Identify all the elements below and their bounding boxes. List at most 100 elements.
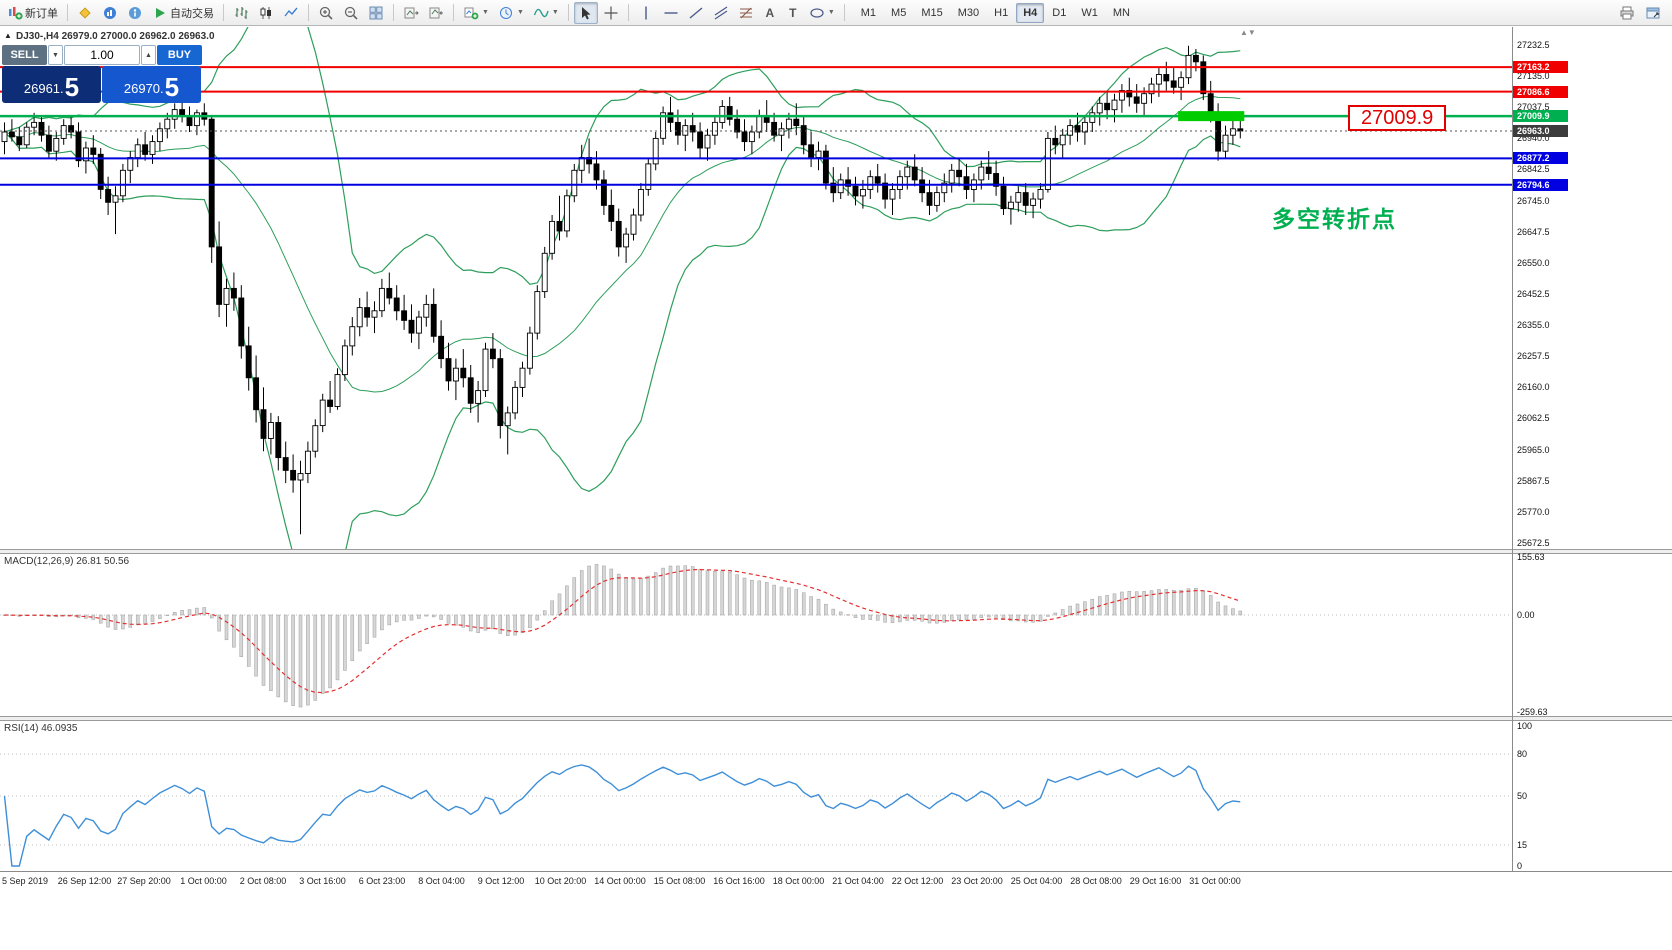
axis-label: 50 (1517, 791, 1528, 801)
time-axis-label: 9 Oct 12:00 (477, 876, 525, 886)
timeframe-m1[interactable]: M1 (860, 6, 877, 19)
crosshair-button[interactable] (599, 2, 623, 24)
new-chart-button[interactable]: ▼ (459, 2, 493, 24)
time-axis-label: 6 Oct 23:00 (358, 876, 406, 886)
timeframe-m5[interactable]: M5 (891, 6, 907, 19)
cursor-button[interactable] (573, 1, 598, 24)
pane-separator[interactable] (0, 716, 1672, 721)
volume-input[interactable] (64, 45, 140, 65)
tile-windows-icon (369, 6, 383, 19)
toolbar-separator (453, 4, 454, 21)
toolbar-separator (67, 4, 68, 21)
mql5-market-button[interactable] (73, 2, 97, 24)
profiles-clock-icon (499, 6, 512, 19)
label-tool-button[interactable]: T (782, 2, 804, 24)
time-axis-label: 31 Oct 00:00 (1189, 876, 1241, 886)
macd-pane[interactable] (0, 554, 1513, 716)
zoom-in-button[interactable] (314, 2, 338, 24)
news-icon (129, 6, 141, 19)
line-chart-button[interactable] (279, 2, 303, 24)
buy-price-fraction: 5 (164, 72, 180, 102)
buy-price: 26970. (123, 81, 164, 96)
toolbar-separator (843, 4, 845, 21)
print-button[interactable] (1615, 2, 1639, 24)
candlestick-chart-button[interactable] (254, 2, 278, 24)
axis-label: 25867.5 (1517, 475, 1550, 486)
caret-down-icon: ▼ (551, 9, 559, 16)
text-tool-button[interactable]: A (759, 2, 781, 24)
chart-shift-button[interactable] (399, 2, 423, 24)
trendline-tool-button[interactable] (684, 2, 708, 24)
time-axis-label: 23 Oct 20:00 (951, 876, 1003, 886)
volume-decrease-button[interactable]: ▼ (48, 45, 63, 65)
axis-label: 26940.0 (1517, 133, 1550, 144)
chart-shift-marker-icon: ▲▼ (1240, 28, 1256, 37)
timeframe-h1[interactable]: H1 (994, 6, 1009, 19)
rsi-pane[interactable] (0, 721, 1513, 871)
volume-increase-button[interactable]: ▲ (141, 45, 156, 65)
timeframe-d1[interactable]: D1 (1052, 6, 1067, 19)
sell-button[interactable]: SELL (2, 45, 47, 65)
timeframe-m15[interactable]: M15 (921, 6, 943, 19)
symbol-info: DJ30-,H4 26979.0 27000.0 26962.0 26963.0 (16, 31, 215, 42)
time-axis-label: 21 Oct 04:00 (832, 876, 884, 886)
timeframe-h4[interactable]: H4 (1016, 2, 1045, 23)
price-axis-tag: 27086.6 (1513, 85, 1568, 98)
mql5-diamond-icon (79, 6, 91, 19)
axis-label: 27037.5 (1517, 102, 1550, 113)
candlestick-icon (260, 6, 271, 19)
timeframe-m30[interactable]: M30 (957, 6, 980, 19)
fibonacci-tool-button[interactable] (734, 2, 758, 24)
axis-label: 0.00 (1517, 610, 1535, 620)
horizontal-line-tool-button[interactable] (659, 2, 683, 24)
caret-down-icon: ▼ (516, 9, 524, 16)
open-window-button[interactable] (1641, 2, 1665, 24)
profiles-button[interactable]: ▼ (494, 2, 528, 24)
vertical-line-tool-button[interactable] (634, 2, 658, 24)
timeframe-w1[interactable]: W1 (1081, 6, 1098, 19)
new-order-button[interactable]: 新订单 (3, 2, 62, 24)
channel-tool-button[interactable] (709, 2, 733, 24)
axis-label: 26647.5 (1517, 226, 1550, 237)
time-axis-label: 3 Oct 16:00 (299, 876, 346, 886)
buy-price-button[interactable]: 26970. 5 (102, 66, 201, 103)
zoom-out-button[interactable] (339, 2, 363, 24)
time-axis-label: 27 Sep 20:00 (117, 876, 171, 886)
bar-chart-button[interactable] (229, 2, 253, 24)
new-order-label: 新订单 (25, 7, 58, 20)
pivot-price-label[interactable]: 27009.9 (1348, 105, 1447, 131)
time-axis-label: 25 Oct 04:00 (1010, 876, 1063, 886)
pane-separator[interactable] (0, 549, 1672, 554)
price-chart-pane[interactable] (0, 27, 1513, 549)
time-axis-label: 15 Oct 08:00 (653, 876, 706, 886)
timeframe-mn[interactable]: MN (1112, 6, 1130, 19)
one-click-trading-panel: SELL ▼ ▲ BUY 26961.5 26970.5 (2, 45, 202, 103)
axis-label: 26160.0 (1517, 382, 1550, 393)
auto-trading-button[interactable]: 自动交易 (148, 2, 218, 24)
toolbar-separator (223, 4, 224, 21)
time-axis-label: 1 Oct 00:00 (180, 876, 227, 886)
axis-label: 25770.0 (1517, 506, 1550, 517)
buy-button[interactable]: BUY (157, 45, 202, 65)
tile-windows-button[interactable] (364, 2, 388, 24)
ohlc-bars-icon (235, 6, 248, 19)
timeframe-group: M1 M5 M15 M30 H1 H4 D1 W1 MN (854, 2, 1137, 23)
time-axis[interactable]: 5 Sep 2019 26 Sep 12:00 27 Sep 20:00 1 Oct … (0, 871, 1672, 950)
crosshair-icon (604, 6, 618, 19)
zoom-in-icon (319, 6, 333, 20)
horizontal-line-icon (664, 11, 678, 14)
auto-scroll-icon (429, 7, 443, 18)
auto-trading-label: 自动交易 (170, 7, 214, 20)
shapes-tool-button[interactable]: ▼ (805, 2, 839, 24)
main-toolbar: 新订单 自动交易 (0, 0, 1672, 26)
community-button[interactable] (98, 2, 122, 24)
axis-label: 26550.0 (1517, 257, 1550, 268)
news-button[interactable] (123, 2, 147, 24)
sell-price: 26961. (23, 81, 64, 96)
sell-price-button[interactable]: 26961. 5 (2, 66, 101, 103)
chart-shift-icon (404, 7, 419, 18)
auto-scroll-button[interactable] (424, 2, 448, 24)
new-chart-icon (464, 7, 479, 19)
indicators-button[interactable]: ▼ (529, 2, 563, 24)
